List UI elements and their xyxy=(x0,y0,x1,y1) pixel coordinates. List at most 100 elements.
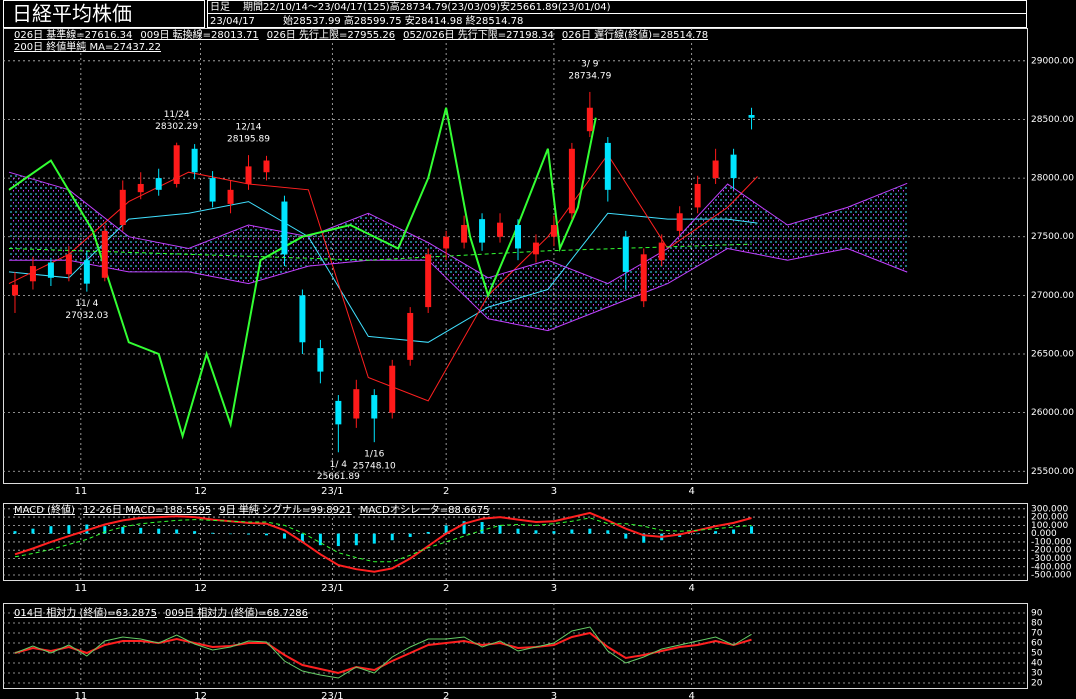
oscillator-bar xyxy=(588,528,592,534)
candle-body xyxy=(353,389,360,419)
oscillator-bar xyxy=(372,533,376,544)
info-last: 始28537.99 高28599.75 安28414.98 終28514.78 xyxy=(283,14,523,27)
x-tick-label: 12 xyxy=(194,486,207,497)
y-tick-label: -100.000 xyxy=(1031,537,1072,547)
y-tick-label: 90 xyxy=(1031,609,1043,619)
candle-body xyxy=(317,348,324,372)
candle-body xyxy=(676,213,683,231)
y-tick-label: 28000.00 xyxy=(1031,174,1074,184)
oscillator-bar xyxy=(229,533,233,535)
oscillator-bar xyxy=(606,530,610,534)
y-tick-label: 26500.00 xyxy=(1031,350,1074,360)
legend-entry: 014日 相対力 (終値)=63.2875 xyxy=(14,606,157,619)
oscillator-bar xyxy=(264,533,268,536)
legend-entry: 12-26日 MACD=188.5595 xyxy=(83,505,211,516)
oscillator-bar xyxy=(714,531,718,534)
annotation-value: 25661.89 xyxy=(317,472,360,482)
y-tick-label: -300.000 xyxy=(1031,554,1072,564)
candle-body xyxy=(497,222,504,237)
x-tick-label: 12 xyxy=(194,583,207,594)
oscillator-bar xyxy=(336,533,340,547)
oscillator-bar xyxy=(49,526,53,534)
indicator-line xyxy=(8,107,597,440)
legend-entry: 026日 基準線=27616.34 xyxy=(14,28,132,41)
legend-entry: 9日 単純 シグナル=99.8921 xyxy=(219,503,351,516)
y-tick-label: 26000.00 xyxy=(1031,408,1074,418)
oscillator-bar xyxy=(247,533,251,535)
candle-body xyxy=(29,266,36,282)
candle-body xyxy=(245,166,252,184)
annotation-date: 1/ 4 xyxy=(330,460,348,470)
annotation-date: 12/14 xyxy=(236,123,262,133)
candle-body xyxy=(640,254,647,302)
x-tick-label: 4 xyxy=(688,486,694,497)
candle-body xyxy=(389,365,396,413)
y-tick-label: 40 xyxy=(1031,659,1043,669)
y-tick-label: -500.000 xyxy=(1031,571,1072,581)
x-tick-label: 3 xyxy=(551,691,557,699)
legend-entry: 009日 相対力 (終値)=68.7286 xyxy=(165,606,308,619)
x-tick-label: 3 xyxy=(551,583,557,594)
candle-body xyxy=(101,230,108,278)
y-tick-label: 29000.00 xyxy=(1031,56,1074,66)
candle-body xyxy=(479,219,486,243)
y-tick-label: 30 xyxy=(1031,669,1043,679)
annotation-value: 28195.89 xyxy=(227,135,270,145)
candle-body xyxy=(119,189,126,226)
y-tick-label: -400.000 xyxy=(1031,562,1072,572)
candle-body xyxy=(532,242,539,255)
candle-body xyxy=(371,395,378,419)
y-tick-label: 100.000 xyxy=(1031,521,1068,531)
candle-body xyxy=(712,160,719,179)
x-tick-label: 4 xyxy=(688,691,694,699)
annotation-date: 1/16 xyxy=(364,450,384,460)
oscillator-bar xyxy=(498,525,502,534)
annotation-date: 11/24 xyxy=(164,110,190,120)
oscillator-bar xyxy=(175,529,179,534)
candle-body xyxy=(568,148,575,214)
candle-body xyxy=(209,178,216,202)
y-tick-label: 80 xyxy=(1031,619,1043,629)
y-tick-label: 0.000 xyxy=(1031,529,1057,539)
oscillator-bar xyxy=(696,533,700,535)
candle-body xyxy=(227,189,234,204)
candle-body xyxy=(443,236,450,249)
x-tick-label: 2 xyxy=(443,486,449,497)
oscillator-bar xyxy=(408,533,412,537)
oscillator-bar xyxy=(750,526,754,534)
y-tick-label: 70 xyxy=(1031,629,1043,639)
oscillator-bar xyxy=(157,528,161,534)
info-date: 23/04/17 xyxy=(210,16,255,27)
candle-body xyxy=(461,225,468,243)
candle-body xyxy=(47,262,54,278)
x-tick-label: 11 xyxy=(74,583,87,594)
oscillator-bar xyxy=(139,527,143,534)
panel-frame xyxy=(3,28,1028,484)
indicator-line xyxy=(9,247,908,332)
oscillator-bar xyxy=(624,533,628,539)
y-tick-label: 50 xyxy=(1031,649,1043,659)
x-tick-label: 4 xyxy=(688,583,694,594)
legend-entry: 200日 終値単純 MA=27437.22 xyxy=(14,40,161,53)
legend-entry: 026日 先行上限=27955.26 xyxy=(267,28,395,41)
oscillator-bar xyxy=(318,533,322,546)
x-tick-label: 23/1 xyxy=(321,583,343,594)
y-tick-label: 27000.00 xyxy=(1031,291,1074,301)
indicator-line xyxy=(14,517,752,563)
candle-body xyxy=(425,254,432,308)
cloud xyxy=(8,172,908,331)
oscillator-bar xyxy=(426,531,430,534)
candle-body xyxy=(65,254,72,275)
indicator-line xyxy=(8,153,758,402)
x-tick-label: 23/1 xyxy=(321,691,343,699)
y-tick-label: -200.000 xyxy=(1031,546,1072,556)
x-tick-label: 11 xyxy=(74,486,87,497)
oscillator-bar xyxy=(534,530,538,534)
candle-body xyxy=(407,312,414,360)
y-tick-label: 20 xyxy=(1031,679,1043,689)
candle-body xyxy=(586,107,593,132)
oscillator-bar xyxy=(67,525,71,534)
oscillator-bar xyxy=(444,525,448,534)
